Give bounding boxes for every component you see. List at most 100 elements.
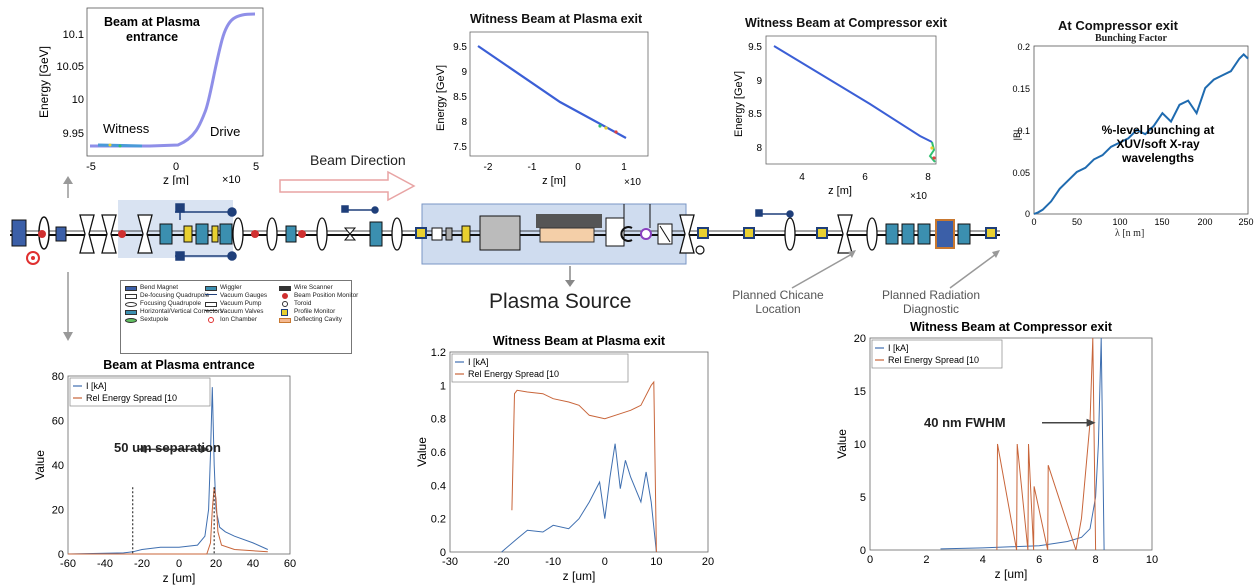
- plasma-pointer-arrow: [565, 266, 575, 287]
- x-tick: 60: [284, 558, 296, 570]
- chicane-note: Planned Chicane Location: [728, 288, 828, 316]
- legend-item: Sextupole: [125, 316, 223, 324]
- legend-item: Bend Magnet: [125, 284, 223, 292]
- y-axis-label: Value: [33, 450, 47, 480]
- fwhm-arrow: [1042, 418, 1096, 427]
- x-tick: 50: [1072, 217, 1082, 227]
- x-tick: 20: [702, 556, 714, 568]
- x-tick: 100: [1112, 217, 1127, 227]
- y-axis-label: Energy [GeV]: [37, 46, 51, 118]
- bunching-x-label: λ [n m]: [1115, 228, 1145, 239]
- y-tick: 0: [58, 549, 64, 561]
- x-axis-label: z [m]: [163, 173, 189, 185]
- fwhm-annotation: 40 nm FWHM: [924, 415, 1006, 430]
- beamline-schematic: [10, 200, 1000, 265]
- y-tick: 10.05: [56, 61, 84, 73]
- chart-title: Witness Beam at Compressor exit: [910, 320, 1113, 334]
- legend-label: I [kA]: [468, 357, 489, 367]
- beam-direction-arrow: [279, 170, 416, 202]
- radiation-note: Planned Radiation Diagnostic: [876, 288, 986, 316]
- y-tick: 1.2: [431, 347, 446, 359]
- ion-chamber-icon: [26, 251, 40, 265]
- bunching-note-2: XUV/soft X-ray: [1116, 137, 1200, 151]
- chart-title: Witness Beam at Plasma exit: [493, 334, 666, 348]
- bunching-curve: [1033, 53, 1249, 215]
- legend-item: Toroid: [279, 300, 358, 308]
- y-tick: 7.5: [453, 142, 467, 153]
- legend-item: Vacuum Gauges: [205, 292, 267, 300]
- bunching-note-3: wavelengths: [1121, 151, 1194, 165]
- x-tick: 200: [1197, 217, 1212, 227]
- x-tick: 4: [980, 554, 986, 566]
- x-tick: 0: [867, 554, 873, 566]
- x-tick: 0: [575, 162, 581, 173]
- x-tick: 0: [173, 161, 179, 173]
- left-pointer-arrows: [63, 176, 73, 341]
- y-tick: 20: [52, 505, 64, 517]
- line-chart-1: Witness Beam at Plasma exit-30 -20 -10 0 10 2…: [415, 334, 714, 583]
- y-tick: 80: [52, 371, 64, 383]
- x-axis-label: z [m]: [828, 185, 852, 197]
- y-tick: 0.2: [1017, 42, 1030, 52]
- legend-label: I [kA]: [86, 381, 107, 391]
- x-tick: 4: [799, 172, 805, 183]
- x-tick: 0: [176, 558, 182, 570]
- y-tick: 8: [756, 143, 762, 154]
- radiation-note-line1: Planned Radiation: [881, 288, 981, 302]
- y-tick: 9.5: [748, 42, 762, 53]
- bunching-note-1: %-level bunching at: [1102, 123, 1215, 137]
- y-tick: 1: [440, 380, 446, 392]
- beam-direction-label: Beam Direction: [310, 152, 406, 168]
- x-tick: 150: [1154, 217, 1169, 227]
- x-tick: 0: [602, 556, 608, 568]
- x-tick: -20: [494, 556, 510, 568]
- x-tick: -30: [442, 556, 458, 568]
- y-tick: 0.05: [1012, 168, 1030, 178]
- plasma-source-label: Plasma Source: [489, 290, 632, 313]
- phase-space-comp-exit-plot: 9.5 9 8.5 8 4 6 8 z [m] ×10 Energy [GeV]: [733, 35, 937, 202]
- y-axis-label: Value: [415, 437, 429, 467]
- phase-space-entrance-plot: Beam at Plasma entrance Witness Drive 10…: [37, 7, 264, 185]
- y-tick: 9: [756, 76, 762, 87]
- x-tick: -10: [545, 556, 561, 568]
- legend-item: Ion Chamber: [205, 316, 267, 324]
- line-chart-2: Witness Beam at Compressor exit 0 2 4 6 8 10 0 5…: [835, 320, 1158, 581]
- legend-item: Wiggler: [205, 284, 267, 292]
- x-tick: 6: [862, 172, 868, 183]
- bunching-subtitle: Bunching Factor: [1095, 33, 1167, 44]
- legend-item: De-focusing Quadrupole: [125, 292, 223, 300]
- x-axis-label: z [um]: [163, 571, 196, 585]
- x-tick: 5: [253, 161, 259, 173]
- legend-item: Profile Monitor: [279, 308, 358, 316]
- chart-title: Beam at Plasma entrance: [103, 358, 255, 372]
- chart-legend: I [kA] Rel Energy Spread [10: [69, 377, 211, 407]
- y-tick: 10: [854, 439, 866, 451]
- plot-frame: [869, 337, 1153, 551]
- legend-item: Vacuum Valves: [205, 308, 267, 316]
- x-axis-label: z [m]: [542, 175, 566, 187]
- y-tick: 0.6: [431, 447, 446, 459]
- x-tick: -40: [97, 558, 113, 570]
- x-axis-label: z [um]: [563, 569, 596, 583]
- phase-space-plasma-exit-plot: 9.5 9 8.5 8 7.5 -2 -1 0 1 z [m] ×10 Ener…: [435, 31, 649, 188]
- phase-comp-exit-title: Witness Beam at Compressor exit: [745, 16, 948, 30]
- x-axis-label: z [um]: [995, 567, 1028, 581]
- series-line: [68, 487, 268, 555]
- chicane-note-line1: Planned Chicane: [732, 288, 824, 302]
- radiation-note-line2: Diagnostic: [902, 302, 960, 316]
- series-line: [67, 387, 269, 555]
- y-tick: 9: [461, 67, 467, 78]
- series-line: [511, 380, 657, 553]
- y-axis-label: Energy [GeV]: [435, 65, 447, 131]
- series-line: [996, 337, 1097, 551]
- phase-plasma-exit-title: Witness Beam at Plasma exit: [470, 12, 643, 26]
- x-tick: 40: [247, 558, 259, 570]
- chicane-note-line2: Location: [755, 302, 801, 316]
- y-tick: 0.8: [431, 414, 446, 426]
- separation-annotation: 50 um separation: [114, 440, 221, 455]
- legend-label: Rel Energy Spread [10: [468, 369, 559, 379]
- x-tick: 10: [1146, 554, 1158, 566]
- x-tick: 8: [925, 172, 931, 183]
- chart-legend: I [kA] Rel Energy Spread [10: [451, 353, 629, 383]
